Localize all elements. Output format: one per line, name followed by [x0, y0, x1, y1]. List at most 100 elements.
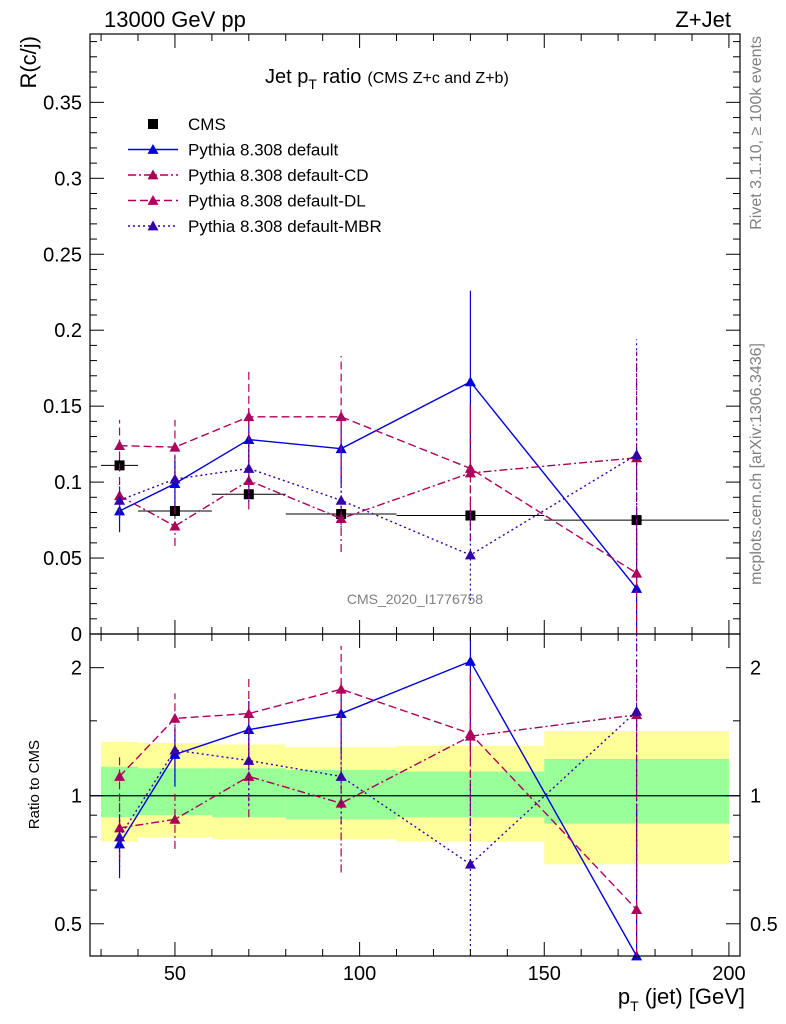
ratio-tick-label-right: 0.5 — [750, 914, 778, 936]
ratio-line — [119, 688, 638, 911]
mc-point — [631, 567, 643, 578]
series-1 — [114, 290, 643, 634]
legend-label: Pythia 8.308 default — [188, 141, 339, 160]
ratio-point — [169, 813, 181, 824]
legend: CMS Pythia 8.308 default Pythia 8.308 defa… — [128, 115, 382, 236]
ratio-point — [464, 655, 476, 666]
ratio-point — [335, 770, 347, 781]
ratio-point — [631, 904, 643, 914]
legend-item-2: Pythia 8.308 default-CD — [128, 166, 369, 185]
xlabel-main: p — [618, 984, 630, 1009]
ratio-point — [243, 755, 255, 765]
y-tick-label: 0.25 — [43, 244, 82, 266]
legend-item-3: Pythia 8.308 default-DL — [128, 192, 366, 211]
mc-point — [169, 441, 181, 452]
series-0 — [101, 459, 729, 526]
series-2 — [114, 351, 643, 565]
y-tick-label: 0.3 — [54, 168, 82, 190]
mc-point — [631, 449, 643, 460]
legend-marker — [147, 220, 159, 231]
ratio-ylabel: Ratio to CMS — [26, 740, 43, 829]
mc-line — [119, 416, 637, 574]
x-tick-label: 100 — [343, 963, 376, 985]
ratio-point — [335, 683, 347, 694]
ratio-point — [464, 858, 476, 869]
rivet-label: Rivet 3.1.10, ≥ 100k events — [748, 36, 765, 230]
legend-marker — [147, 169, 159, 180]
mc-point — [169, 473, 181, 484]
watermark: CMS_2020_I1776758 — [347, 591, 483, 607]
mc-point — [243, 411, 255, 422]
ratio-point — [335, 708, 347, 718]
legend-marker — [147, 144, 159, 154]
ratio-point — [114, 831, 126, 842]
ratio-tick-label: 2 — [71, 658, 82, 680]
ratio-point — [114, 822, 126, 833]
legend-label: CMS — [188, 115, 226, 134]
ratio-series — [114, 634, 643, 961]
header-right: Z+Jet — [675, 7, 731, 32]
y-tick-label: 0.2 — [54, 320, 82, 342]
header-left: 13000 GeV pp — [104, 7, 246, 32]
ratio-line — [119, 714, 637, 829]
mc-point — [464, 549, 476, 560]
legend-item-0: CMS — [148, 115, 226, 134]
legend-label: Pythia 8.308 default-MBR — [188, 217, 382, 236]
x-tick-label: 50 — [164, 963, 186, 985]
legend-item-1: Pythia 8.308 default — [128, 141, 339, 160]
mc-point — [464, 376, 476, 387]
y-tick-label: 0.15 — [43, 396, 82, 418]
mc-point — [114, 440, 126, 451]
plot-title: Jet pT ratio (CMS Z+c and Z+b) — [265, 66, 509, 92]
ratio-bands — [101, 730, 729, 865]
title-small: (CMS Z+c and Z+b) — [367, 70, 508, 87]
xlabel: pT (jet) [GeV] — [618, 984, 745, 1014]
y-tick-label: 0.35 — [43, 92, 82, 114]
xlabel-rest: (jet) [GeV] — [639, 984, 745, 1009]
y-tick-label: 0.1 — [54, 472, 82, 494]
mc-point — [169, 520, 181, 531]
main-ylabel: R(c/j) — [16, 36, 41, 89]
axes: 50 100 150 200 0 0.05 0.1 0.15 0.2 0.25 0.3 0.35 0.5… — [43, 34, 778, 985]
ratio-point — [169, 712, 181, 723]
mcplots-label: mcplots.cern.ch [arXiv:1306.3436] — [748, 343, 765, 585]
ratio-point — [114, 770, 126, 781]
ratio-line — [118, 710, 638, 866]
ratio-point — [464, 728, 476, 738]
mc-point — [631, 582, 643, 593]
mc-point — [335, 513, 347, 523]
ratio-tick-label: 1 — [71, 786, 82, 808]
legend-marker — [148, 119, 158, 129]
mc-point — [464, 462, 476, 473]
mc-point — [335, 494, 347, 505]
y-tick-label: 0.05 — [43, 548, 82, 570]
ratio-point — [243, 770, 255, 781]
main-series — [101, 290, 729, 634]
xlabel-sub: T — [630, 998, 639, 1014]
ratio-frame — [89, 633, 741, 957]
ratio-series-4 — [114, 634, 643, 956]
legend-label: Pythia 8.308 default-DL — [188, 192, 366, 211]
mc-point — [335, 411, 347, 422]
x-tick-label: 200 — [712, 963, 745, 985]
mc-point — [114, 494, 126, 505]
mc-line — [119, 457, 637, 527]
ratio-point — [631, 705, 643, 716]
title-main: Jet p — [265, 66, 308, 88]
legend-label: Pythia 8.308 default-CD — [188, 166, 369, 185]
title-sub: T — [308, 76, 317, 92]
series-3 — [114, 356, 643, 634]
ratio-tick-label: 0.5 — [54, 914, 82, 936]
legend-marker — [147, 195, 159, 205]
ratio-point — [114, 838, 126, 849]
y-tick-label: 0 — [71, 624, 82, 646]
mc-point — [243, 462, 255, 473]
series-4 — [114, 339, 643, 601]
cms-point — [243, 489, 254, 500]
legend-item-4: Pythia 8.308 default-MBR — [128, 217, 382, 236]
ratio-tick-label-right: 2 — [750, 658, 761, 680]
ratio-point — [169, 744, 181, 755]
mc-line — [119, 380, 638, 589]
ratio-tick-label-right: 1 — [750, 786, 761, 808]
